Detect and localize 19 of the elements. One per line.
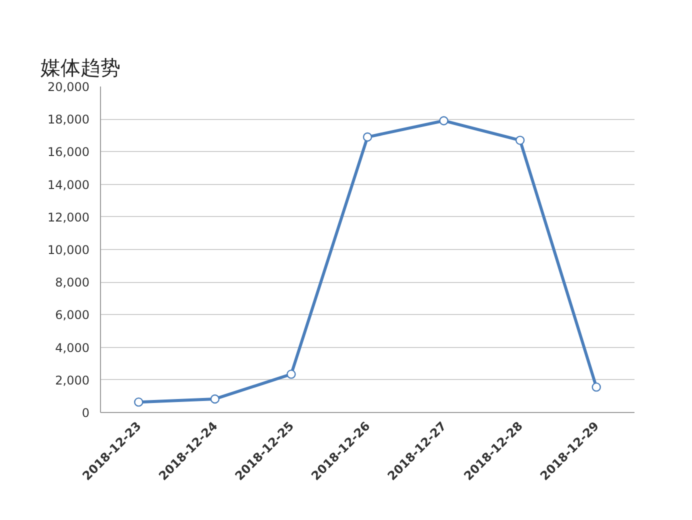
point	[210, 394, 220, 404]
point	[439, 116, 448, 126]
y-tick-label: 4,000	[55, 340, 90, 355]
y-tick-label: 16,000	[48, 145, 90, 160]
point	[286, 370, 296, 379]
y-tick-label: 18,000	[48, 112, 90, 127]
y-tick-label: 14,000	[48, 178, 90, 192]
y-tick-label: 0	[82, 406, 90, 420]
point	[515, 136, 525, 145]
y-tick-label: 2,000	[55, 373, 90, 388]
y-tick-label: 10,000	[48, 243, 90, 257]
y-tick-label: 12,000	[48, 210, 90, 224]
point	[592, 382, 601, 392]
chart-title: 媒体趋势	[40, 56, 120, 80]
y-tick-label: 8,000	[55, 276, 90, 290]
y-tick-label: 20,000	[48, 80, 90, 94]
point	[362, 132, 372, 142]
point	[134, 397, 144, 407]
y-tick-label: 6,000	[55, 308, 90, 322]
